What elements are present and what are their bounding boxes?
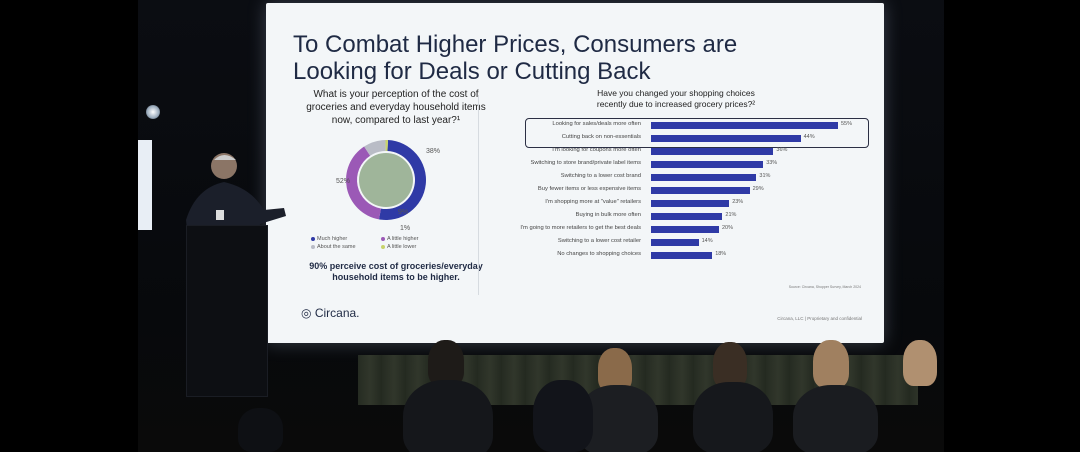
pie-slice xyxy=(385,140,388,152)
legend-item: A little higher xyxy=(381,235,451,243)
bar xyxy=(651,148,774,155)
bar-value: 18% xyxy=(715,251,727,257)
auditorium-scene: To Combat Higher Prices, Consumers are L… xyxy=(138,0,944,452)
audience-member xyxy=(903,340,937,386)
audience xyxy=(138,340,944,452)
left-question: What is your perception of the cost of g… xyxy=(306,89,486,126)
bar xyxy=(651,187,750,194)
audience-member xyxy=(793,385,878,452)
bar-row: Switching to a lower cost brand 31% xyxy=(496,171,876,184)
pie-legend: Much higher A little higher About the sam… xyxy=(311,235,461,251)
bar-label: No changes to shopping choices xyxy=(557,251,641,257)
audience-member xyxy=(403,380,493,452)
bar xyxy=(651,161,764,168)
perception-donut-chart xyxy=(346,140,426,220)
pie-label-much-higher: 52% xyxy=(336,178,351,185)
brand-name: Circana. xyxy=(314,306,360,320)
grocery-photo xyxy=(359,153,413,207)
bar-row: Looking for sales/deals more often 55% xyxy=(496,119,876,132)
bar-row: No changes to shopping choices 18% xyxy=(496,249,876,262)
slide-title: To Combat Higher Prices, Consumers are L… xyxy=(293,31,738,85)
bar-label: Switching to a lower cost retailer xyxy=(557,238,641,244)
legend-item: Much higher xyxy=(311,235,381,243)
bar-row: Switching to a lower cost retailer 14% xyxy=(496,236,876,249)
bar-row: I'm going to more retailers to get the b… xyxy=(496,223,876,236)
bar-value: 14% xyxy=(701,238,713,244)
bar xyxy=(651,135,801,142)
divider xyxy=(478,95,479,295)
bar-row: Switching to store brand/private label i… xyxy=(496,158,876,171)
bar xyxy=(651,213,723,220)
audience-member xyxy=(713,342,747,388)
audience-member xyxy=(598,348,632,392)
bar-row: Buy fewer items or less expensive items 2… xyxy=(496,184,876,197)
bar xyxy=(651,200,730,207)
audience-member xyxy=(533,380,593,452)
highlight-box xyxy=(525,118,869,148)
bar-row: Cutting back on non-essentials 44% xyxy=(496,132,876,145)
bar-label: I'm going to more retailers to get the b… xyxy=(520,225,641,231)
legend-item: A little lower xyxy=(381,243,451,251)
bar-label: Buy fewer items or less expensive items xyxy=(537,186,641,192)
bar-value: 55% xyxy=(841,121,853,127)
bar-label: Switching to store brand/private label i… xyxy=(530,160,641,166)
bar xyxy=(651,252,713,259)
audience-member xyxy=(428,340,464,386)
bar xyxy=(651,174,757,181)
bar-value: 20% xyxy=(722,225,734,231)
bar xyxy=(651,239,699,246)
shopping-changes-bar-chart: Looking for sales/deals more often 55% Cut… xyxy=(496,119,876,262)
bar-row: Buying in bulk more often 21% xyxy=(496,210,876,223)
bar-row: I'm looking for coupons more often 36% xyxy=(496,145,876,158)
stage-light xyxy=(146,105,160,119)
source-note: Source: Circana, Shopper Survey, March 2… xyxy=(788,285,861,289)
bar-label: Buying in bulk more often xyxy=(575,212,641,218)
circana-logo: ◎ Circana. xyxy=(301,306,360,320)
bar xyxy=(651,226,719,233)
pie-label-a-little-lower: 1% xyxy=(400,225,411,232)
bar-label: Cutting back on non-essentials xyxy=(561,134,641,140)
pie-label-about-the-same: 9% xyxy=(398,209,409,216)
bar-value: 44% xyxy=(803,134,815,140)
pie-slice xyxy=(346,146,381,220)
audience-member xyxy=(693,382,773,452)
bar-value: 21% xyxy=(725,212,737,218)
audience-member xyxy=(813,340,849,388)
pie-slice xyxy=(379,140,426,220)
pie-slice xyxy=(364,140,386,156)
bar-label: I'm looking for coupons more often xyxy=(552,147,641,153)
pie-label-a-little-higher: 38% xyxy=(426,148,441,155)
audience-member xyxy=(238,408,283,452)
projection-screen: To Combat Higher Prices, Consumers are L… xyxy=(266,3,884,343)
bar-row: I'm shopping more at "value" retailers 23… xyxy=(496,197,876,210)
legend-item: About the same xyxy=(311,243,381,251)
right-question: Have you changed your shopping choices r… xyxy=(596,88,756,109)
bar-label: I'm shopping more at "value" retailers xyxy=(545,199,641,205)
bar-value: 33% xyxy=(766,160,778,166)
bar-label: Looking for sales/deals more often xyxy=(552,121,641,127)
bar-value: 23% xyxy=(732,199,744,205)
side-screen xyxy=(138,140,152,230)
summary-stat: 90% perceive cost of groceries/everyday … xyxy=(309,261,483,282)
bar-value: 36% xyxy=(776,147,788,153)
slide-footer: Circana, LLC | Proprietary and confident… xyxy=(777,316,862,321)
podium xyxy=(186,225,268,397)
bar-label: Switching to a lower cost brand xyxy=(560,173,641,179)
bar xyxy=(651,122,838,129)
bar-value: 29% xyxy=(752,186,764,192)
bar-value: 31% xyxy=(759,173,771,179)
